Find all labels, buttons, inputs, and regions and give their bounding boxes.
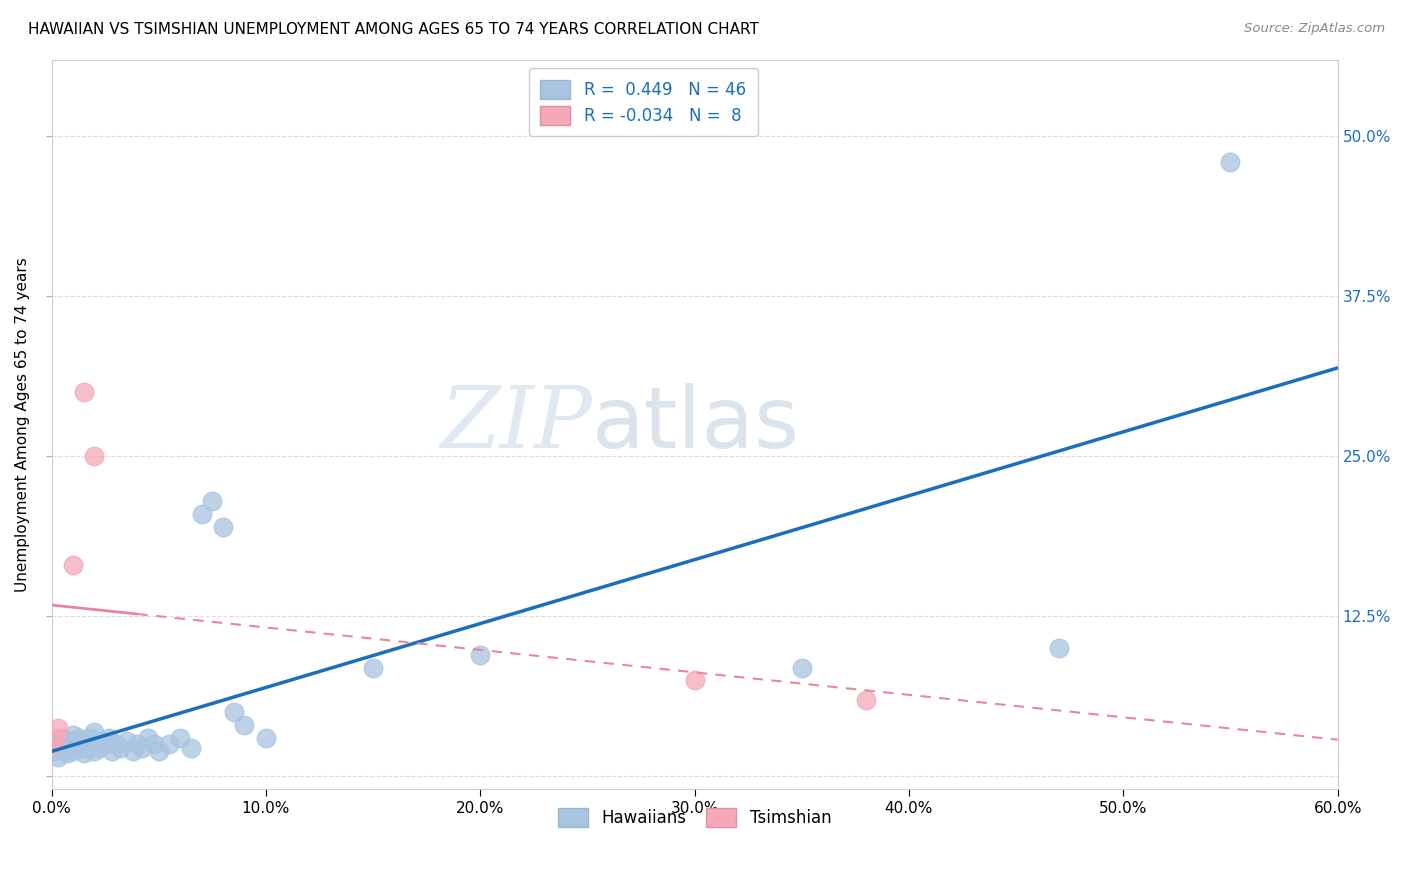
Point bbox=[75, 741, 97, 756]
Point bbox=[180, 741, 202, 756]
Legend: Hawaiians, Tsimshian: Hawaiians, Tsimshian bbox=[550, 800, 839, 836]
Point bbox=[470, 648, 492, 662]
Point bbox=[46, 721, 69, 735]
Point bbox=[190, 507, 212, 521]
Point bbox=[201, 494, 224, 508]
Point bbox=[254, 731, 277, 745]
Point bbox=[131, 741, 153, 756]
Point bbox=[58, 741, 80, 756]
Point bbox=[98, 731, 121, 745]
Point bbox=[67, 731, 90, 745]
Point bbox=[55, 747, 77, 761]
Point bbox=[100, 744, 122, 758]
Point bbox=[83, 450, 105, 464]
Point bbox=[790, 660, 813, 674]
Point bbox=[87, 741, 110, 756]
Point bbox=[683, 673, 706, 688]
Point bbox=[62, 744, 84, 758]
Point bbox=[212, 520, 235, 534]
Point bbox=[51, 738, 73, 752]
Point bbox=[73, 747, 96, 761]
Point bbox=[73, 385, 96, 400]
Point bbox=[115, 733, 138, 747]
Text: atlas: atlas bbox=[592, 383, 800, 466]
Y-axis label: Unemployment Among Ages 65 to 74 years: Unemployment Among Ages 65 to 74 years bbox=[15, 257, 30, 591]
Point bbox=[62, 729, 84, 743]
Point bbox=[42, 744, 65, 758]
Point bbox=[108, 741, 131, 756]
Text: Source: ZipAtlas.com: Source: ZipAtlas.com bbox=[1244, 22, 1385, 36]
Point bbox=[855, 692, 877, 706]
Point bbox=[83, 724, 105, 739]
Point bbox=[79, 731, 101, 745]
Point bbox=[1047, 641, 1070, 656]
Point bbox=[127, 738, 149, 752]
Point bbox=[59, 733, 82, 747]
Point bbox=[233, 718, 256, 732]
Point bbox=[169, 731, 191, 745]
Point bbox=[90, 733, 112, 747]
Point bbox=[62, 558, 84, 573]
Point bbox=[136, 731, 159, 745]
Text: ZIP: ZIP bbox=[440, 383, 592, 466]
Point bbox=[83, 744, 105, 758]
Point bbox=[104, 738, 127, 752]
Point bbox=[45, 731, 67, 745]
Point bbox=[361, 660, 384, 674]
Point bbox=[46, 750, 69, 764]
Point bbox=[51, 731, 73, 745]
Text: HAWAIIAN VS TSIMSHIAN UNEMPLOYMENT AMONG AGES 65 TO 74 YEARS CORRELATION CHART: HAWAIIAN VS TSIMSHIAN UNEMPLOYMENT AMONG… bbox=[28, 22, 759, 37]
Point bbox=[143, 738, 166, 752]
Point bbox=[222, 706, 245, 720]
Point bbox=[157, 738, 180, 752]
Point bbox=[94, 738, 117, 752]
Point bbox=[122, 744, 145, 758]
Point bbox=[79, 738, 101, 752]
Point bbox=[42, 738, 65, 752]
Point bbox=[73, 733, 96, 747]
Point bbox=[148, 744, 170, 758]
Point bbox=[1219, 155, 1241, 169]
Point bbox=[66, 738, 89, 752]
